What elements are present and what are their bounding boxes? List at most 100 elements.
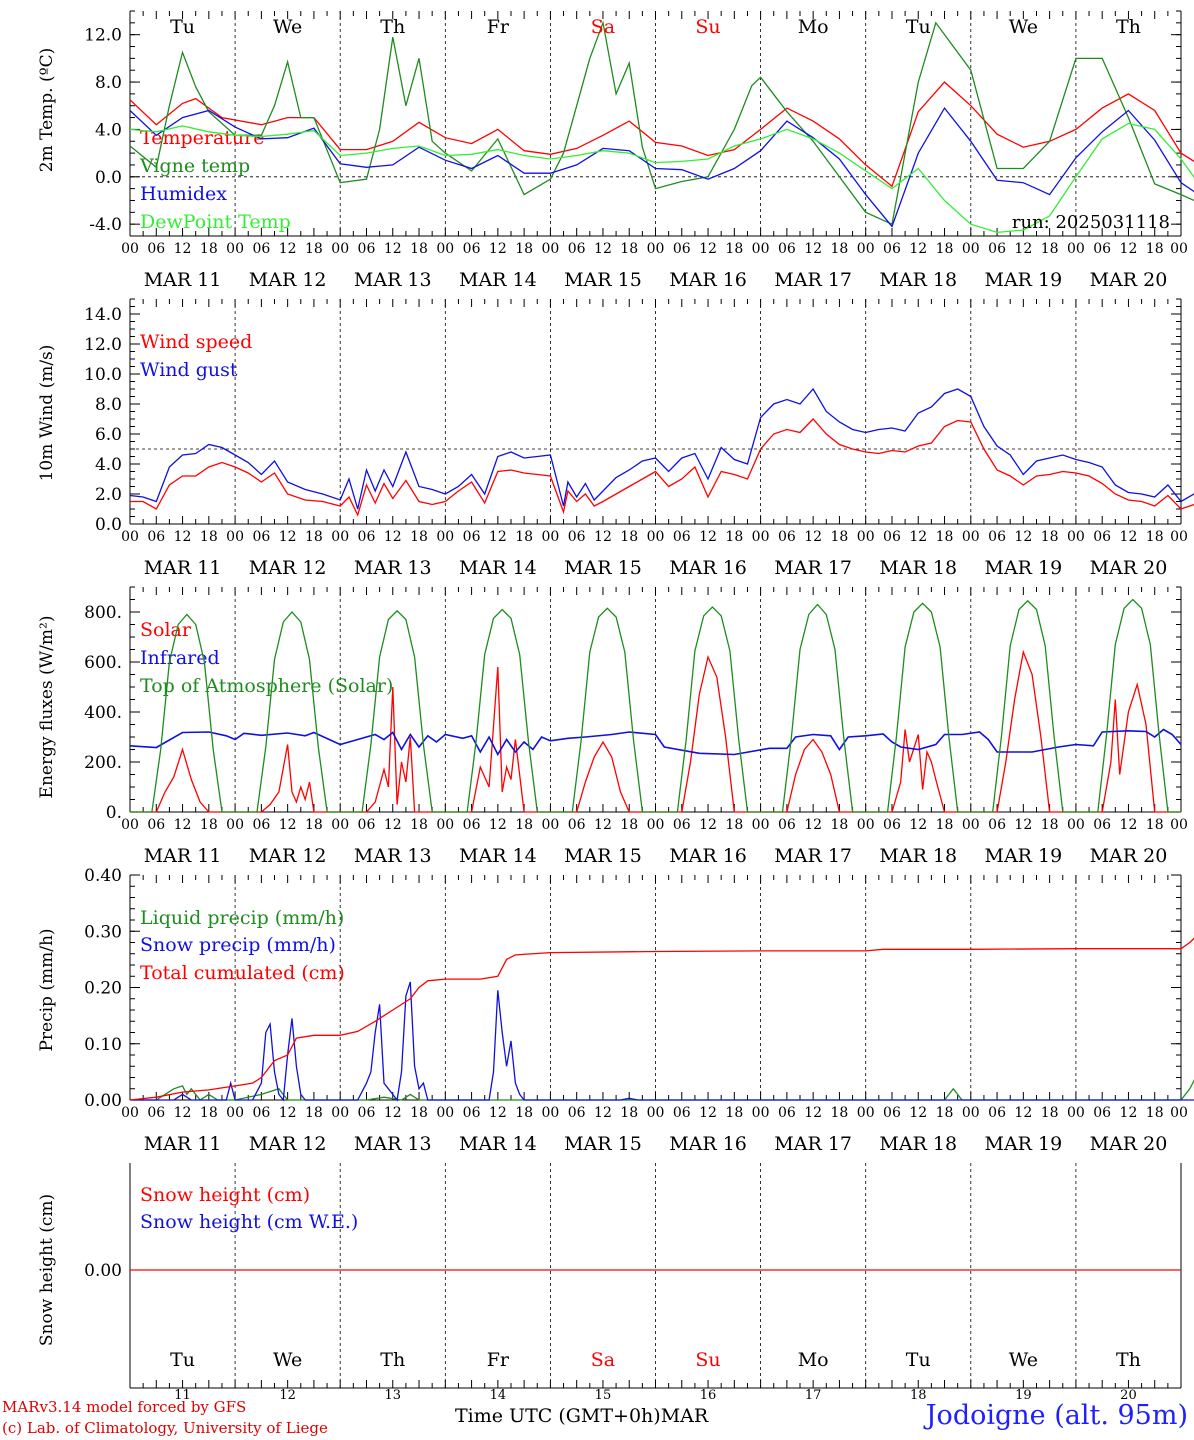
month-label: MAR <box>660 1405 709 1427</box>
legend-entry: Humidex <box>140 183 227 205</box>
hour-tick-label: 18 <box>515 817 533 833</box>
hour-tick-label: 18 <box>1146 529 1164 545</box>
weekday-label: Su <box>695 1349 720 1371</box>
hour-tick-label: 00 <box>1170 1105 1188 1121</box>
hour-tick-label: 18 <box>305 1105 323 1121</box>
hour-tick-label: 12 <box>489 1105 507 1121</box>
hour-tick-label: 12 <box>804 817 822 833</box>
hour-tick-label: 00 <box>1067 529 1085 545</box>
hour-tick-label: 12 <box>489 241 507 257</box>
y-tick-label: 0.30 <box>84 922 122 942</box>
y-tick-label: 0.0 <box>95 168 122 188</box>
hour-tick-label: 12 <box>1120 817 1138 833</box>
hour-tick-label: 00 <box>226 241 244 257</box>
weekday-label: Fr <box>487 16 510 38</box>
hour-tick-label: 18 <box>1146 241 1164 257</box>
hour-tick-label: 06 <box>673 1105 691 1121</box>
hour-tick-label: 06 <box>778 817 796 833</box>
hour-tick-label: 18 <box>200 529 218 545</box>
y-tick-label: 600. <box>84 653 122 673</box>
weekday-label: We <box>273 1349 302 1371</box>
hour-tick-label: 12 <box>279 241 297 257</box>
hour-tick-label: 00 <box>962 241 980 257</box>
station-name: Jodoigne (alt. 95m) <box>925 1400 1188 1431</box>
hour-tick-label: 12 <box>1120 529 1138 545</box>
hour-tick-label: 18 <box>1041 241 1059 257</box>
y-tick-label: 6.0 <box>95 425 122 445</box>
hour-tick-label: 18 <box>725 1105 743 1121</box>
y-tick-label: 2.0 <box>95 485 122 505</box>
model-credit: MARv3.14 model forced by GFS <box>2 1398 247 1416</box>
hour-tick-label: 18 <box>305 241 323 257</box>
legend-entry: Snow height (cm) <box>140 1184 310 1206</box>
date-label: MAR 12 <box>249 269 327 291</box>
hour-tick-label: 06 <box>147 529 165 545</box>
hour-tick-label: 18 <box>936 241 954 257</box>
hour-tick-label: 06 <box>1093 817 1111 833</box>
hour-tick-label: 18 <box>620 241 638 257</box>
hour-tick-label: 06 <box>673 241 691 257</box>
hour-tick-label: 06 <box>988 241 1006 257</box>
date-label: MAR 15 <box>564 269 642 291</box>
date-label: MAR 20 <box>1090 845 1168 867</box>
hour-tick-label: 06 <box>252 817 270 833</box>
y-tick-label: 14.0 <box>84 305 122 325</box>
series-line-top-of-atmosphere-solar <box>130 598 1181 813</box>
hour-tick-label: 00 <box>541 241 559 257</box>
series-line-humidex <box>129 106 1194 228</box>
hour-tick-label: 00 <box>436 241 454 257</box>
hour-tick-label: 06 <box>568 817 586 833</box>
y-tick-label: 200. <box>84 753 122 773</box>
legend-entry: Infrared <box>140 647 220 669</box>
date-label: MAR 20 <box>1090 269 1168 291</box>
hour-tick-label: 00 <box>436 1105 454 1121</box>
hour-tick-label: 12 <box>489 529 507 545</box>
hour-tick-label: 12 <box>1014 241 1032 257</box>
weekday-label: We <box>1009 16 1038 38</box>
lab-credit: (c) Lab. of Climatology, University of L… <box>2 1419 328 1437</box>
hour-tick-label: 00 <box>1067 241 1085 257</box>
hour-tick-label: 18 <box>410 241 428 257</box>
hour-tick-label: 18 <box>1041 1105 1059 1121</box>
date-label: MAR 14 <box>459 845 537 867</box>
hour-tick-label: 12 <box>909 817 927 833</box>
hour-tick-label: 18 <box>725 817 743 833</box>
date-label: MAR 17 <box>774 557 852 579</box>
y-tick-label: 4.0 <box>95 120 122 140</box>
y-axis-label: 10m Wind (m/s) <box>37 345 57 482</box>
hour-tick-label: 18 <box>620 817 638 833</box>
day-number-label: 16 <box>700 1388 717 1403</box>
hour-tick-label: 06 <box>1093 1105 1111 1121</box>
hour-tick-label: 00 <box>647 1105 665 1121</box>
hour-tick-label: 18 <box>200 1105 218 1121</box>
day-number-label: 18 <box>910 1388 927 1403</box>
hour-tick-label: 12 <box>174 817 192 833</box>
weekday-label: Th <box>1116 16 1141 38</box>
y-axis-label: Snow height (cm) <box>37 1194 57 1346</box>
hour-tick-label: 06 <box>463 529 481 545</box>
date-label: MAR 20 <box>1090 1133 1168 1155</box>
hour-tick-label: 00 <box>857 817 875 833</box>
hour-tick-label: 18 <box>1146 1105 1164 1121</box>
hour-tick-label: 18 <box>305 817 323 833</box>
hour-tick-label: 00 <box>752 529 770 545</box>
date-label: MAR 13 <box>354 845 432 867</box>
hour-tick-label: 18 <box>1041 529 1059 545</box>
hour-tick-label: 18 <box>1041 817 1059 833</box>
hour-tick-label: 06 <box>358 529 376 545</box>
weekday-label: Tu <box>906 16 931 38</box>
hour-tick-label: 06 <box>568 241 586 257</box>
weekday-label: Sa <box>591 1349 615 1371</box>
series-line-wind-gust <box>129 387 1194 510</box>
hour-tick-label: 12 <box>594 241 612 257</box>
series-line-infrared <box>129 728 1182 757</box>
hour-tick-label: 18 <box>831 241 849 257</box>
hour-tick-label: 00 <box>121 1105 139 1121</box>
hour-tick-label: 00 <box>226 1105 244 1121</box>
date-label: MAR 11 <box>144 1133 222 1155</box>
date-label: MAR 19 <box>984 269 1062 291</box>
date-label: MAR 12 <box>249 845 327 867</box>
hour-tick-label: 00 <box>541 1105 559 1121</box>
day-number-label: 17 <box>805 1388 822 1403</box>
